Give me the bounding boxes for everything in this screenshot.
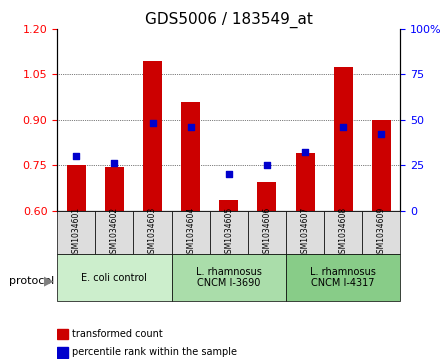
Point — [225, 171, 232, 177]
Bar — [219, 200, 238, 211]
Bar — [143, 61, 162, 211]
Bar — [105, 167, 124, 211]
Text: GSM1034606: GSM1034606 — [262, 207, 271, 258]
Text: GSM1034605: GSM1034605 — [224, 207, 233, 258]
Bar — [181, 102, 200, 211]
Point — [264, 162, 271, 168]
Point — [73, 153, 80, 159]
Text: transformed count: transformed count — [72, 329, 163, 339]
Point — [187, 124, 194, 130]
Bar — [296, 153, 315, 211]
Text: GSM1034604: GSM1034604 — [186, 207, 195, 258]
FancyBboxPatch shape — [57, 254, 172, 301]
Text: GSM1034602: GSM1034602 — [110, 207, 119, 258]
FancyBboxPatch shape — [286, 211, 324, 254]
FancyBboxPatch shape — [362, 211, 400, 254]
Text: GSM1034608: GSM1034608 — [339, 207, 348, 258]
Bar — [57, 329, 69, 339]
FancyBboxPatch shape — [57, 211, 95, 254]
FancyBboxPatch shape — [172, 211, 210, 254]
Title: GDS5006 / 183549_at: GDS5006 / 183549_at — [145, 12, 313, 28]
FancyBboxPatch shape — [248, 211, 286, 254]
Point — [340, 124, 347, 130]
Text: ▶: ▶ — [44, 275, 54, 288]
Text: E. coli control: E. coli control — [81, 273, 147, 283]
Point — [149, 121, 156, 126]
FancyBboxPatch shape — [324, 211, 362, 254]
Text: percentile rank within the sample: percentile rank within the sample — [72, 347, 237, 357]
Point — [301, 150, 308, 155]
Point — [111, 160, 118, 166]
Bar — [57, 347, 69, 358]
Text: L. rhamnosus
CNCM I-3690: L. rhamnosus CNCM I-3690 — [196, 267, 262, 289]
Text: L. rhamnosus
CNCM I-4317: L. rhamnosus CNCM I-4317 — [310, 267, 376, 289]
Text: protocol: protocol — [9, 276, 54, 286]
FancyBboxPatch shape — [95, 211, 133, 254]
Bar — [334, 67, 353, 211]
Bar — [257, 182, 276, 211]
Point — [378, 131, 385, 137]
FancyBboxPatch shape — [286, 254, 400, 301]
Text: GSM1034609: GSM1034609 — [377, 207, 386, 258]
FancyBboxPatch shape — [210, 211, 248, 254]
Text: GSM1034603: GSM1034603 — [148, 207, 157, 258]
Bar — [372, 120, 391, 211]
Text: GSM1034607: GSM1034607 — [301, 207, 310, 258]
FancyBboxPatch shape — [172, 254, 286, 301]
Text: GSM1034601: GSM1034601 — [72, 207, 81, 258]
FancyBboxPatch shape — [133, 211, 172, 254]
Bar — [67, 165, 86, 211]
